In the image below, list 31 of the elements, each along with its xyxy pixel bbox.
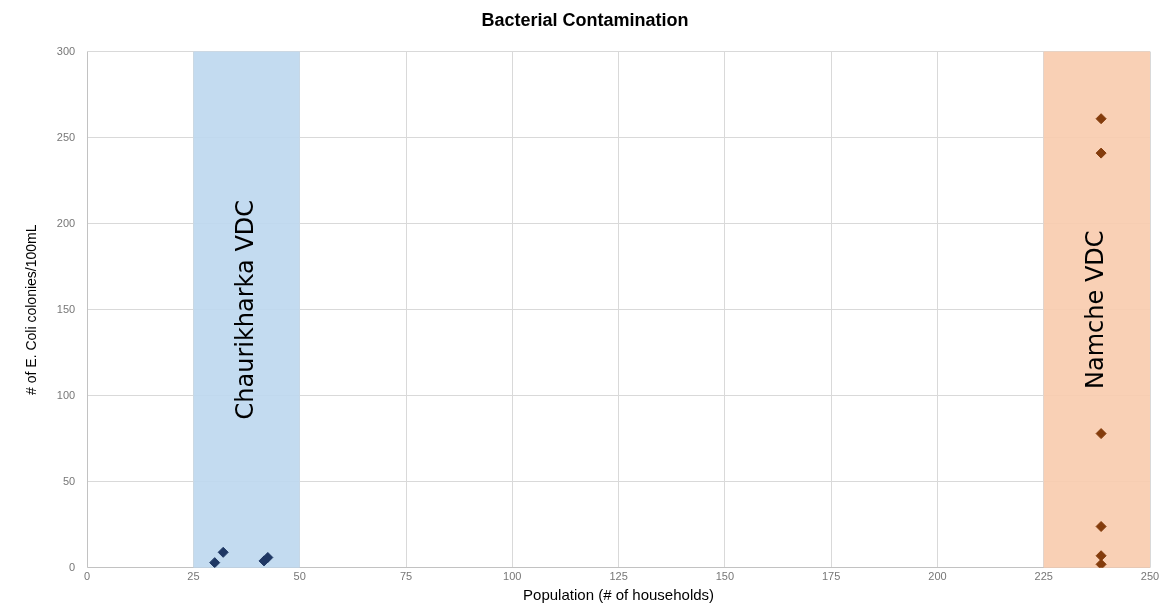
point: [1095, 113, 1107, 125]
band-label: Chaurikharka VDC: [230, 199, 259, 420]
x-axis-title: Population (# of households): [523, 586, 715, 604]
y-tick-label: 0: [69, 560, 76, 573]
point: [262, 551, 274, 563]
y-tick-label: 300: [56, 44, 76, 57]
x-tick-label: 225: [1034, 570, 1053, 583]
x-tick-label: 200: [928, 570, 947, 583]
point: [1095, 521, 1107, 532]
y-tick-label: 250: [56, 130, 76, 143]
band-label: Namche VDC: [1081, 230, 1110, 389]
y-tick-label: 100: [56, 388, 76, 401]
x-tick-label: 175: [821, 570, 841, 583]
point: [217, 546, 229, 558]
x-tick-label: 100: [503, 570, 522, 583]
x-tick-label: 150: [715, 570, 735, 583]
point: [1095, 147, 1107, 159]
y-tick-label: 200: [56, 216, 76, 229]
x-tick-label: 75: [399, 570, 413, 583]
point: [209, 557, 221, 568]
y-tick-label: 150: [56, 302, 76, 315]
point: [1095, 428, 1107, 440]
chart-title: Bacterial Contamination: [481, 9, 689, 30]
x-tick-label: 0: [84, 570, 91, 583]
x-tick-label: 25: [187, 570, 200, 583]
y-axis-title: # of E. Coli colonies/100mL: [23, 224, 40, 395]
point: [1095, 558, 1107, 568]
x-tick-label: 125: [609, 570, 628, 583]
x-tick-label: 250: [1140, 570, 1160, 583]
y-tick-label: 50: [62, 474, 76, 487]
x-tick-label: 50: [293, 570, 306, 583]
